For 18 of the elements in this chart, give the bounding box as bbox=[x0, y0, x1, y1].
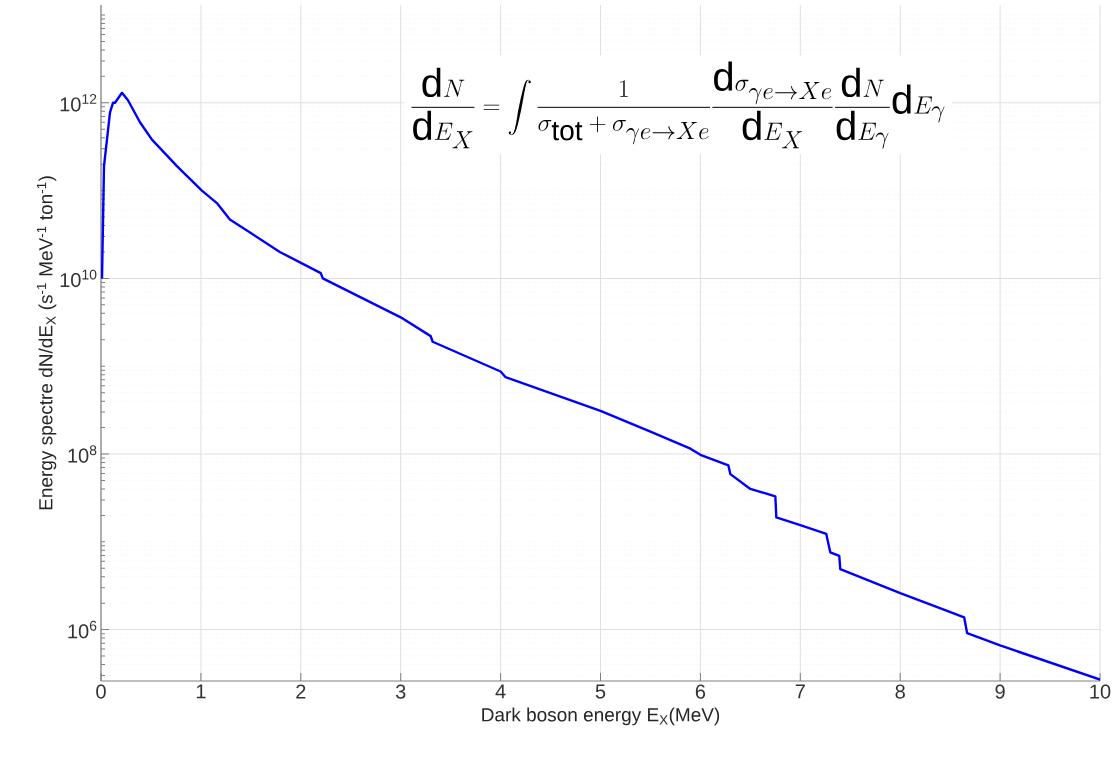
x-tick-label: 1 bbox=[196, 684, 206, 699]
x-tick-label: 4 bbox=[495, 684, 506, 699]
x-tick-label: 5 bbox=[595, 684, 606, 699]
y-tick-label: 10$^{12}$ bbox=[60, 94, 97, 112]
x-tick-label: 9 bbox=[995, 684, 1005, 699]
x-tick-label: 8 bbox=[895, 684, 905, 699]
text: Energy spectre dN/dE$_{X}$ (s$^{-1}$ MeV$^{-1}$ ton$^{-1}$) bbox=[36, 176, 57, 510]
x-tick-label: 2 bbox=[296, 684, 306, 699]
x-tick-label: 0 bbox=[96, 684, 106, 699]
x-tick-label: 7 bbox=[795, 684, 805, 699]
annotation: $\frac{\mathrm{d}N}{\mathrm{d}E_X}=\int\frac{1}{\sigma_{\mathrm{tot}}+\sigma_{\gamma e\to Xe}}\frac{\mathrm{d}\sigma_{\gamma e\to Xe}}{\mathrm{d}E_X}\frac{\mathrm{d}N}{\mathrm{d}E_\gamma}\mathrm{d}E_\gamma$ bbox=[411, 61, 945, 149]
x-tick-label: 10 bbox=[1090, 684, 1111, 699]
y-tick-label: 10$^{8}$ bbox=[68, 445, 97, 463]
x-axis-title: Dark boson energy E$_{X}$(MeV) bbox=[482, 707, 720, 726]
x-tick-label: 6 bbox=[695, 684, 706, 699]
x-tick-label: 3 bbox=[395, 684, 406, 699]
y-tick-label: 10$^{10}$ bbox=[60, 269, 97, 288]
y-tick-label: 10$^{6}$ bbox=[68, 620, 97, 639]
